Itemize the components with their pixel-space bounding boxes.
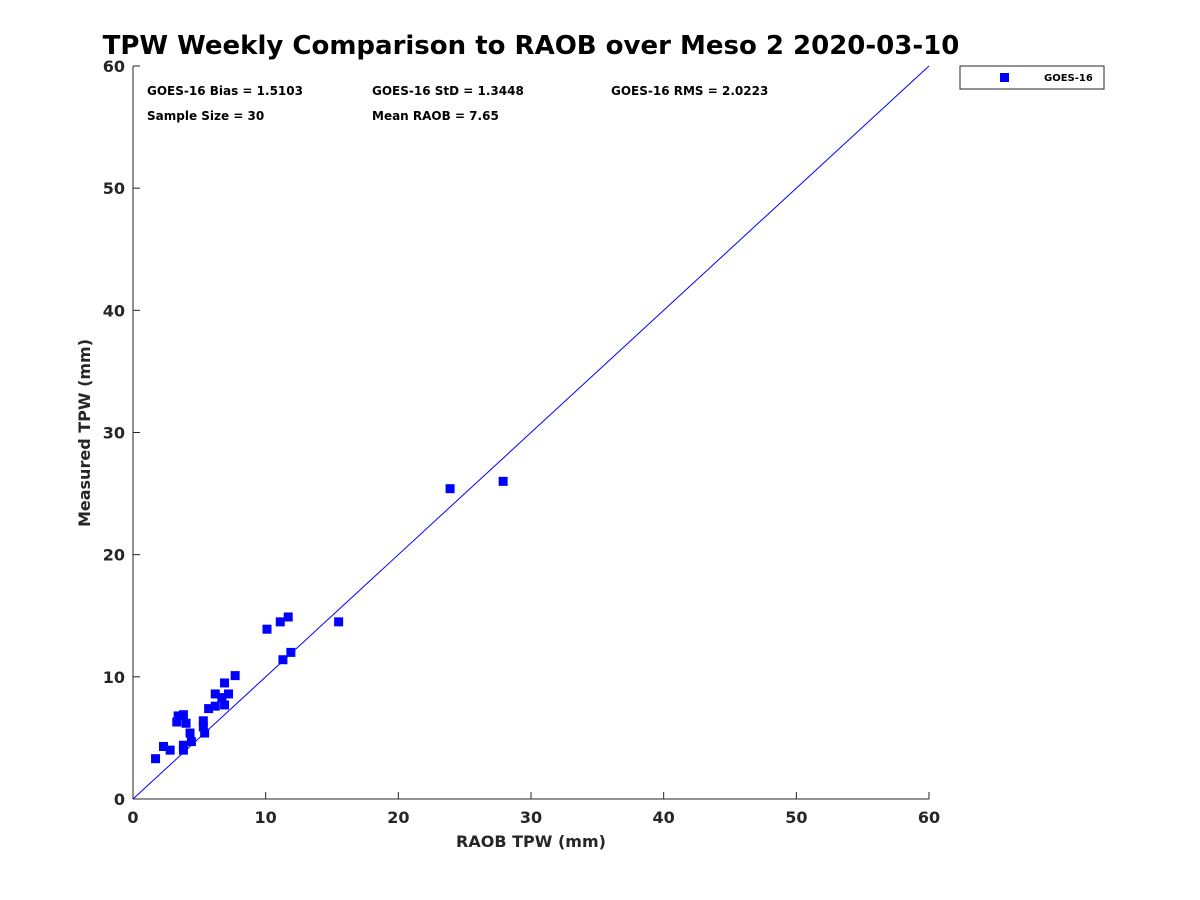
legend-marker-square <box>1000 73 1009 82</box>
x-tick-label: 0 <box>127 808 138 827</box>
data-point <box>262 624 272 634</box>
data-point <box>198 722 208 732</box>
x-tick-label: 60 <box>918 808 940 827</box>
data-point <box>198 716 208 726</box>
data-point <box>286 647 296 657</box>
data-point <box>210 689 220 699</box>
legend-label: GOES-16 <box>1044 73 1093 84</box>
data-point <box>151 754 161 764</box>
data-point <box>165 745 175 755</box>
points-layer <box>151 476 508 764</box>
x-axis-label: RAOB TPW (mm) <box>456 832 606 851</box>
data-point <box>204 704 214 714</box>
data-point <box>185 728 195 738</box>
one-to-one-line <box>132 65 930 800</box>
data-point <box>283 612 293 622</box>
y-tick-label: 50 <box>103 179 125 198</box>
legend-box <box>959 65 1105 90</box>
data-point <box>178 740 188 750</box>
y-tick-label: 10 <box>103 668 125 687</box>
x-tick-label: 50 <box>785 808 807 827</box>
data-point <box>498 476 508 486</box>
y-tick-label: 40 <box>103 301 125 320</box>
data-point <box>178 710 188 720</box>
data-point <box>181 718 191 728</box>
x-tick-label: 10 <box>255 808 277 827</box>
data-point <box>159 741 169 751</box>
y-axis-label: Measured TPW (mm) <box>75 339 94 527</box>
stat-mean-raob: Mean RAOB = 7.65 <box>372 109 499 123</box>
data-point <box>220 700 230 710</box>
y-tick-label: 0 <box>114 790 125 809</box>
ticks-layer: 0 10 20 30 40 50 60 0 10 20 30 40 50 60 <box>103 57 940 827</box>
data-point <box>172 717 182 727</box>
legend: GOES-16 <box>959 65 1105 90</box>
reference-line-layer <box>132 65 930 800</box>
data-point <box>278 655 288 665</box>
data-point <box>224 689 234 699</box>
data-point <box>210 701 220 711</box>
stat-sample-size: Sample Size = 30 <box>147 109 264 123</box>
x-tick-label: 20 <box>387 808 409 827</box>
data-point <box>200 728 210 738</box>
data-point <box>334 617 344 627</box>
stat-bias: GOES-16 Bias = 1.5103 <box>147 84 303 98</box>
x-tick-label: 40 <box>653 808 675 827</box>
data-point <box>186 737 196 747</box>
data-point <box>217 693 227 703</box>
y-tick-label: 20 <box>103 546 125 565</box>
data-point <box>173 711 183 721</box>
data-point <box>220 678 230 688</box>
data-point <box>445 484 455 494</box>
y-tick-label: 30 <box>103 424 125 443</box>
chart-title: TPW Weekly Comparison to RAOB over Meso … <box>103 31 960 61</box>
data-point <box>275 617 285 627</box>
x-tick-label: 30 <box>520 808 542 827</box>
stat-std: GOES-16 StD = 1.3448 <box>372 84 524 98</box>
stat-rms: GOES-16 RMS = 2.0223 <box>611 84 768 98</box>
data-point <box>178 745 188 755</box>
y-tick-label: 60 <box>103 57 125 76</box>
data-point <box>230 671 240 681</box>
